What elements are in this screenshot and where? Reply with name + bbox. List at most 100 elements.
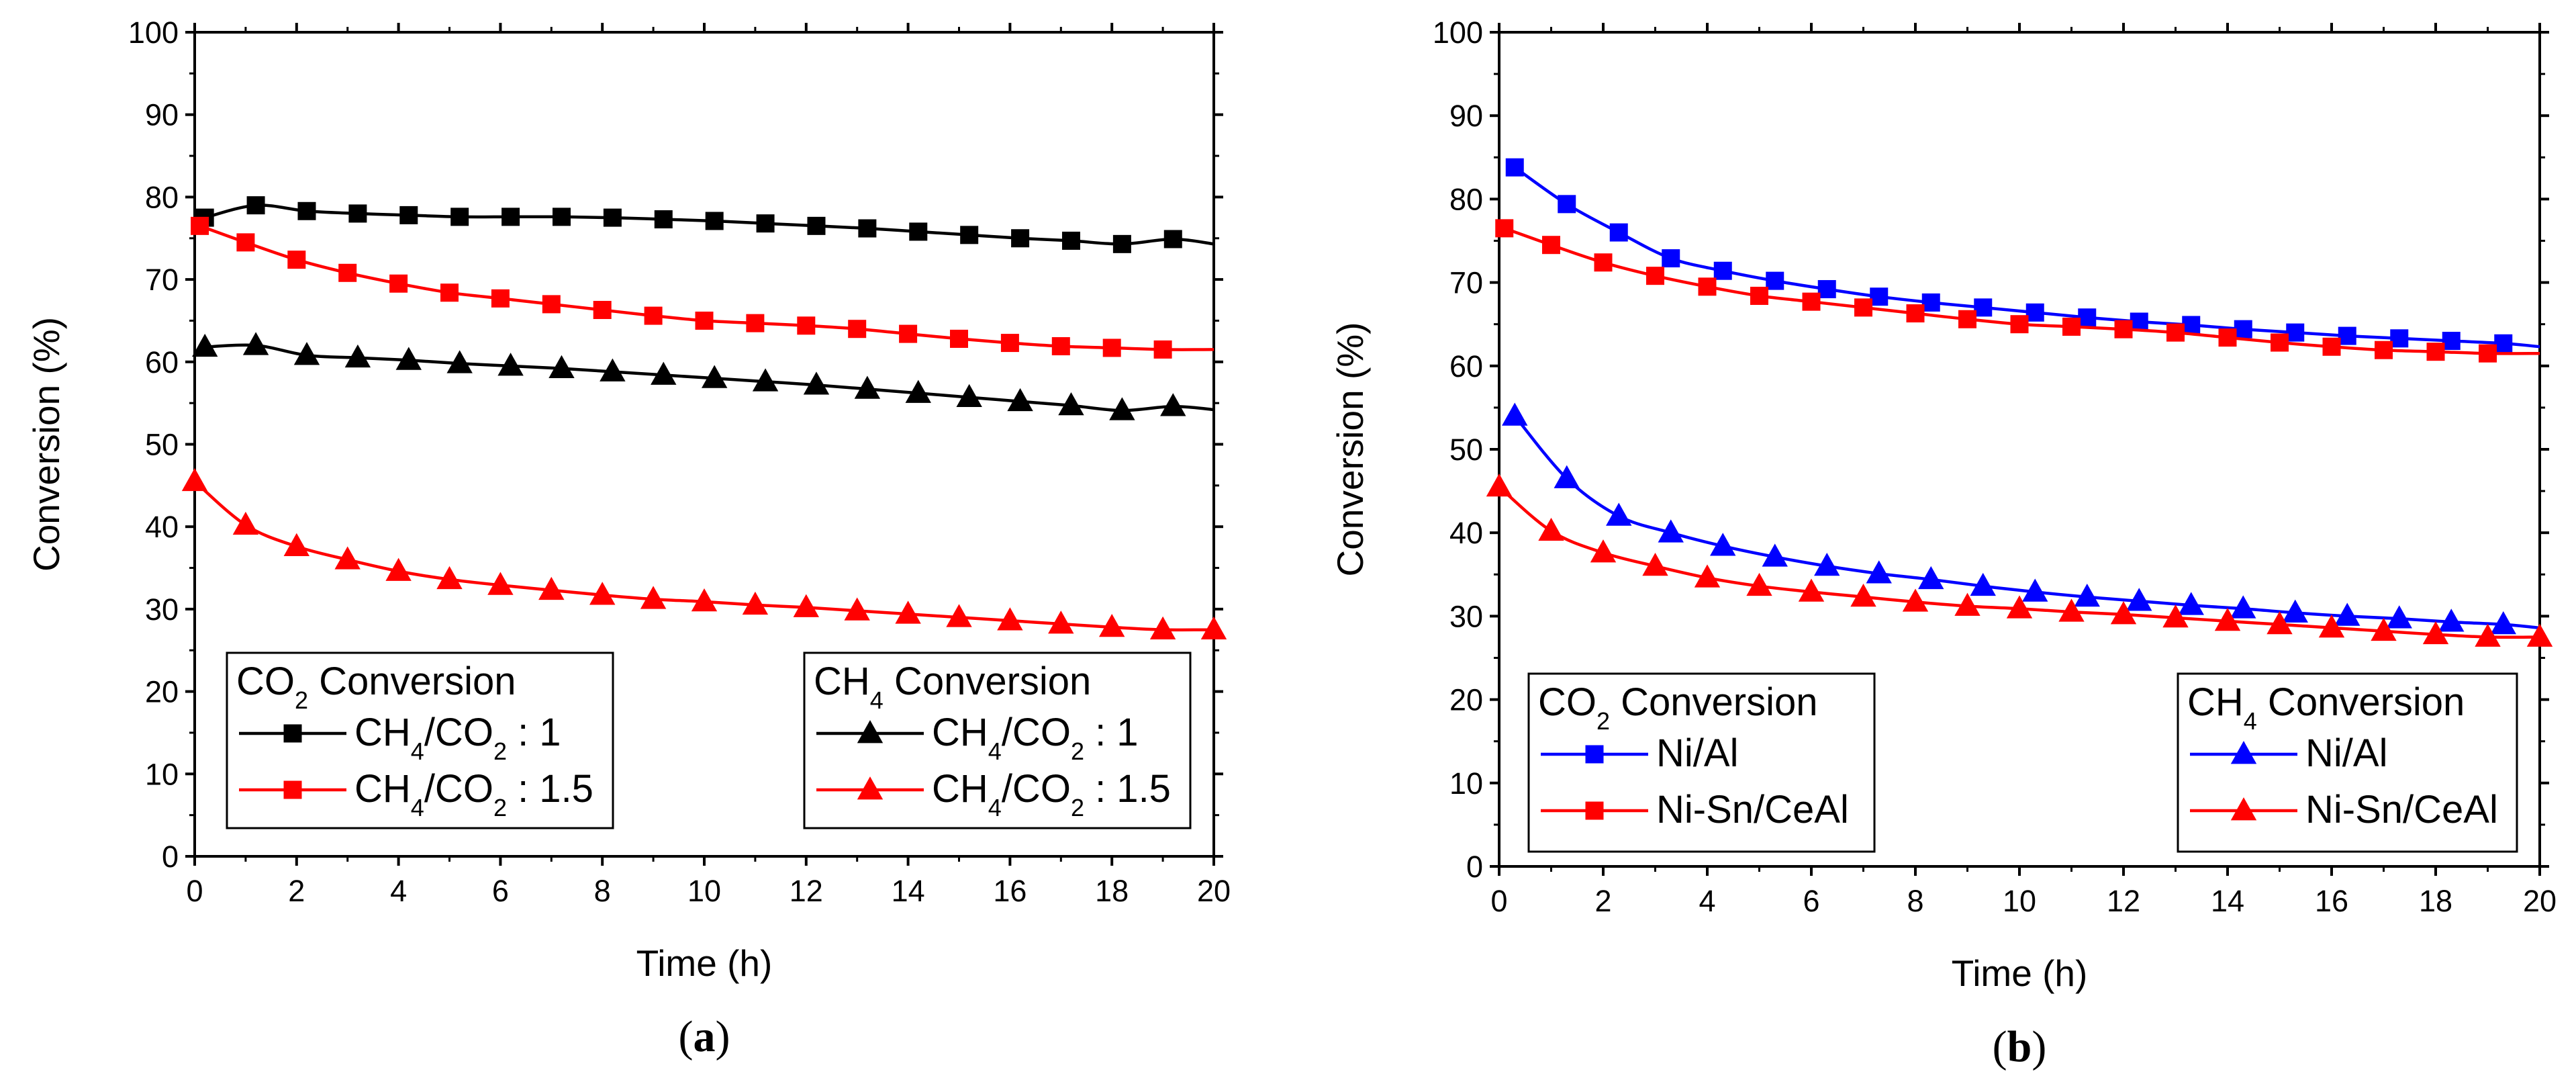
y-tick-label: 40 — [1449, 516, 1483, 550]
data-point — [497, 353, 524, 376]
data-point — [1112, 234, 1131, 253]
data-point — [1486, 474, 1513, 497]
legend-title: CO2 Conversion — [236, 660, 516, 714]
data-point — [2162, 604, 2189, 628]
data-point — [436, 566, 463, 590]
data-point — [848, 320, 867, 339]
x-tick-label: 2 — [1594, 884, 1611, 918]
legend-marker — [1585, 745, 1604, 764]
x-tick-label: 10 — [2003, 884, 2036, 918]
data-point — [236, 233, 255, 252]
data-point — [338, 263, 357, 282]
x-tick-label: 12 — [2107, 884, 2140, 918]
data-point — [1646, 267, 1664, 285]
data-point — [1766, 271, 1784, 290]
data-point — [2022, 578, 2048, 602]
legend-title: CH4 Conversion — [2187, 680, 2465, 735]
data-point — [1609, 223, 1628, 242]
x-tick-label: 0 — [1490, 884, 1507, 918]
x-tick-label: 6 — [492, 874, 509, 908]
data-point — [2058, 598, 2085, 622]
data-point — [1866, 560, 1892, 584]
data-point — [2479, 344, 2497, 363]
x-tick-label: 10 — [687, 874, 721, 908]
data-point — [2375, 341, 2393, 359]
x-axis-label: Time (h) — [636, 942, 773, 984]
data-point — [844, 597, 870, 621]
data-point — [1746, 572, 1772, 596]
data-point — [1642, 553, 1668, 576]
data-point — [1854, 298, 1872, 317]
data-point — [1163, 230, 1182, 249]
data-point — [344, 344, 371, 368]
data-point — [1102, 339, 1121, 357]
data-point — [1958, 310, 1976, 328]
data-point — [2025, 303, 2044, 322]
data-point — [1048, 611, 1074, 634]
data-point — [997, 607, 1023, 631]
legend-label: Ni-Sn/CeAl — [1656, 788, 1849, 831]
y-tick-label: 50 — [145, 428, 179, 462]
data-point — [348, 204, 367, 223]
legend-title: CH4 Conversion — [814, 660, 1091, 714]
data-point — [1061, 231, 1080, 250]
data-point — [1902, 588, 1929, 612]
data-point — [1954, 592, 1981, 616]
data-point — [293, 342, 320, 365]
legend-marker — [1585, 801, 1604, 820]
x-tick-label: 14 — [2211, 884, 2244, 918]
data-point — [2438, 608, 2465, 632]
y-tick-label: 90 — [1449, 99, 1483, 133]
data-point — [548, 355, 575, 379]
data-point — [589, 582, 616, 605]
data-point — [1590, 539, 1617, 563]
data-point — [705, 212, 724, 230]
data-point — [2010, 315, 2029, 334]
x-tick-label: 16 — [2315, 884, 2348, 918]
y-tick-label: 0 — [162, 840, 179, 874]
data-point — [858, 219, 877, 238]
data-point — [797, 316, 816, 335]
y-tick-label: 0 — [1466, 850, 1483, 884]
data-point — [950, 329, 968, 348]
y-tick-label: 40 — [145, 510, 179, 544]
data-point — [1974, 298, 1993, 317]
legend-label: CH4/CO2 : 1.5 — [932, 767, 1171, 821]
data-point — [2442, 332, 2461, 351]
data-point — [793, 594, 819, 617]
legend-marker — [857, 720, 884, 743]
data-point — [2006, 595, 2033, 619]
chart-panel-a: 0 10 20 30 40 50 60 70 80 90 100 0 2 4 6 8 10 12 14 16 18 20 T… — [26, 15, 1231, 1061]
data-point — [1921, 293, 1940, 312]
series-ni-al-square — [1505, 158, 2540, 353]
data-point — [960, 226, 979, 244]
data-point — [2062, 317, 2081, 336]
data-point — [491, 289, 510, 308]
data-point — [487, 572, 514, 595]
data-point — [2218, 328, 2237, 347]
y-tick-label: 70 — [145, 263, 179, 297]
data-point — [1798, 578, 1825, 602]
x-tick-label: 16 — [993, 874, 1027, 908]
data-point — [1149, 616, 1176, 639]
data-point — [538, 576, 565, 600]
x-tick-label: 4 — [1699, 884, 1715, 918]
data-point — [2334, 602, 2360, 626]
data-point — [246, 196, 265, 215]
data-point — [909, 222, 928, 241]
data-point — [1011, 229, 1030, 248]
data-point — [1554, 465, 1580, 488]
y-tick-label: 10 — [1449, 766, 1483, 801]
y-tick-label: 30 — [1449, 599, 1483, 633]
data-point — [654, 210, 673, 229]
data-point — [1817, 280, 1836, 299]
data-point — [854, 375, 881, 399]
data-point — [2475, 623, 2501, 647]
chart-panel-b: 0 10 20 30 40 50 60 70 80 90 100 0 2 4 6 8 10 12 14 16 18 20 T… — [1329, 15, 2557, 1071]
data-point — [640, 586, 667, 609]
series-line — [1504, 226, 2540, 355]
series-ch4-co2-1-5-triangle — [181, 467, 1227, 639]
y-axis-label: Conversion (%) — [1329, 322, 1371, 576]
data-point — [1918, 566, 1944, 590]
